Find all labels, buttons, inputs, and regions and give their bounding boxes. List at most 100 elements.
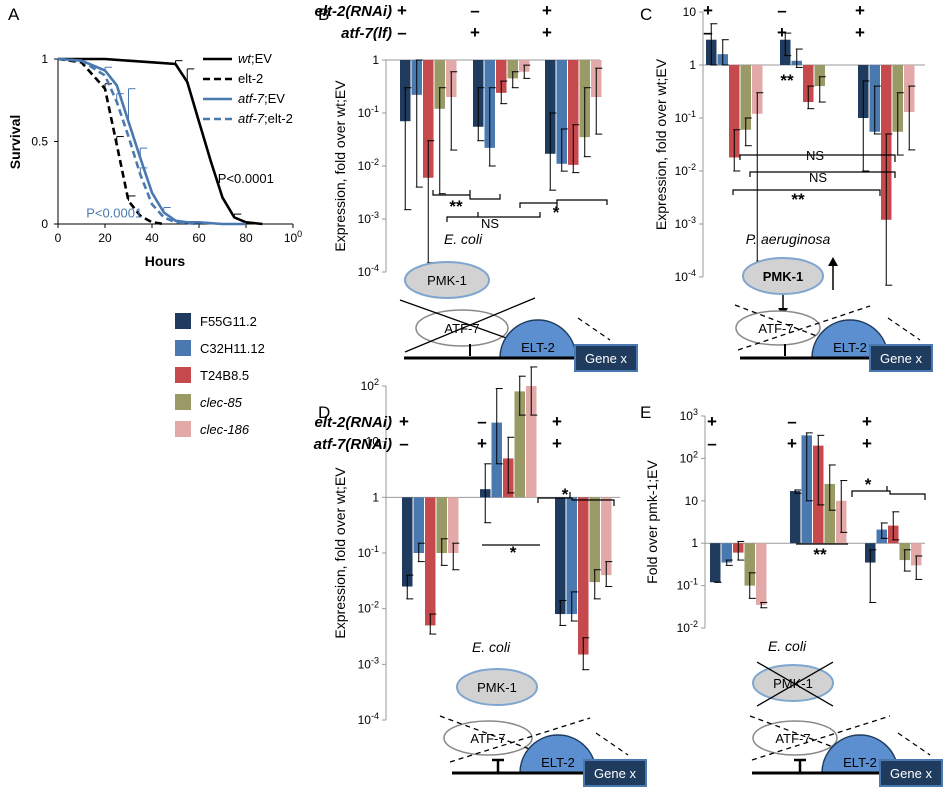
atf7-ellipse-c bbox=[735, 310, 821, 346]
panel-a-survival-chart: Survival Hours 0 20 40 60 80 100 0 0.5 1 wt;EV el… bbox=[7, 51, 302, 269]
y-tick-label: 10 bbox=[366, 435, 380, 449]
bar-clec-85 bbox=[824, 483, 835, 544]
panel-a-x-tick-label: 100 bbox=[284, 229, 302, 245]
gene-box-e bbox=[879, 759, 943, 787]
dashed-line-d bbox=[595, 732, 629, 756]
diagram-d: PMK-1 ATF-7 ELT-2 Gene x bbox=[439, 668, 647, 787]
significance-label: NS bbox=[806, 148, 824, 163]
condition-row-label-0: elt-2(RNAi) bbox=[315, 3, 393, 20]
gene-box-d bbox=[583, 759, 647, 787]
panel-a-x-tick-label: 80 bbox=[239, 231, 253, 245]
condition-row-label-0: elt-2(RNAi) bbox=[315, 414, 393, 431]
elt2-label-e: ELT-2 bbox=[843, 755, 877, 770]
condition-sign: – bbox=[477, 412, 486, 431]
panel-label-b: B bbox=[318, 5, 329, 24]
panel-a-x-tick-label: 60 bbox=[192, 231, 206, 245]
condition-sign: + bbox=[552, 412, 562, 431]
cross-line-e2 bbox=[756, 661, 834, 707]
elt2-label-c: ELT-2 bbox=[833, 340, 867, 355]
atf7-label-d: ATF-7 bbox=[470, 731, 505, 746]
bar-clec-186 bbox=[756, 543, 767, 605]
panel-label-e: E bbox=[640, 403, 651, 422]
atf7-ellipse-e bbox=[752, 720, 838, 756]
bar-F55G11.2 bbox=[710, 543, 721, 583]
gene-label-b: Gene x bbox=[585, 351, 627, 366]
significance-bracket bbox=[537, 492, 615, 506]
significance-label: * bbox=[865, 475, 872, 494]
condition-sign: + bbox=[862, 412, 872, 431]
bar-F55G11.2 bbox=[402, 497, 413, 587]
y-tick-label: 10-1 bbox=[358, 544, 379, 560]
condition-sign: – bbox=[399, 434, 408, 453]
gene-label-e: Gene x bbox=[890, 766, 932, 781]
significance-bracket bbox=[519, 199, 608, 208]
legend-label-2: atf-7;EV bbox=[238, 91, 285, 106]
panel-a-series bbox=[57, 57, 263, 226]
legend-label-clec-85: clec-85 bbox=[200, 395, 243, 410]
panel-a-y-tick-label: 1 bbox=[41, 52, 48, 66]
y-tick-label: 10-1 bbox=[675, 109, 696, 125]
pmk1-ellipse-c bbox=[742, 257, 824, 295]
dashed-line-e bbox=[897, 732, 931, 756]
legend-swatch-F55G11.2 bbox=[175, 313, 191, 329]
y-tick-label: 1 bbox=[372, 490, 379, 504]
bar-T24B8.5 bbox=[578, 497, 589, 655]
bar-C32H11.12 bbox=[556, 60, 567, 164]
panel-b-condition-note: E. coli bbox=[444, 231, 483, 247]
y-tick-label: 10-2 bbox=[358, 600, 379, 616]
significance-label: NS bbox=[481, 216, 499, 231]
bar-clec-186 bbox=[448, 497, 459, 553]
elt2-label-b: ELT-2 bbox=[521, 340, 555, 355]
legend-label-C32H11.12: C32H11.12 bbox=[200, 341, 265, 356]
cross-line-d1 bbox=[439, 715, 601, 776]
diagram-c: PMK-1 ATF-7 ELT-2 Gene x bbox=[734, 257, 933, 372]
condition-sign: + bbox=[862, 434, 872, 453]
significance-label: ** bbox=[813, 545, 827, 564]
bar-clec-186 bbox=[752, 65, 763, 114]
condition-sign: + bbox=[707, 412, 717, 431]
gene-legend: F55G11.2 C32H11.12 T24B8.5 clec-85 clec-186 bbox=[175, 313, 265, 437]
legend-label-clec-186: clec-186 bbox=[200, 422, 250, 437]
bar-clec-85 bbox=[740, 65, 751, 130]
panel-d-bar-chart: 102 10 1 10-1 10-2 10-3 10-4 Expression, fold o… bbox=[314, 366, 620, 727]
bar-F55G11.2 bbox=[545, 60, 556, 154]
condition-sign: – bbox=[703, 23, 712, 42]
legend-label-0: wt;EV bbox=[238, 51, 272, 66]
gene-label-d: Gene x bbox=[594, 766, 636, 781]
legend-label-F55G11.2: F55G11.2 bbox=[200, 314, 257, 329]
panel-c-ylabel: Expression, fold over wt;EV bbox=[653, 58, 669, 230]
elt2-label-d: ELT-2 bbox=[541, 755, 575, 770]
significance-label: NS bbox=[809, 170, 827, 185]
bar-T24B8.5 bbox=[568, 60, 579, 165]
pmk1-ellipse-b bbox=[404, 261, 490, 299]
condition-sign: + bbox=[855, 23, 865, 42]
panel-b-ylabel: Expression, fold over wt;EV bbox=[332, 80, 348, 252]
bar-clec-85 bbox=[744, 543, 755, 586]
y-tick-label: 1 bbox=[691, 536, 698, 550]
y-tick-label: 10-4 bbox=[358, 263, 379, 279]
significance-label: ** bbox=[449, 197, 463, 216]
bar-clec-85 bbox=[514, 391, 525, 498]
significance-label: * bbox=[562, 485, 569, 504]
legend-label-T24B8.5: T24B8.5 bbox=[200, 368, 249, 383]
panel-label-c: C bbox=[640, 5, 652, 24]
condition-sign: + bbox=[542, 1, 552, 20]
bar-clec-85 bbox=[814, 65, 825, 87]
y-tick-label: 10-4 bbox=[358, 711, 379, 727]
y-tick-label: 102 bbox=[361, 377, 379, 393]
condition-row-label-1: atf-7(lf) bbox=[341, 25, 392, 42]
bar-clec-186 bbox=[601, 497, 612, 576]
significance-bracket bbox=[851, 486, 926, 500]
significance-bracket bbox=[732, 189, 881, 196]
condition-sign: – bbox=[397, 23, 406, 42]
gene-box-c bbox=[869, 344, 933, 372]
panel-c-bar-chart: 10 1 10-1 10-2 10-3 10-4 Expression, fold over… bbox=[653, 1, 925, 286]
legend-swatch-T24B8.5 bbox=[175, 367, 191, 383]
survival-line-3 bbox=[57, 57, 200, 226]
condition-sign: + bbox=[855, 1, 865, 20]
condition-sign: + bbox=[470, 23, 480, 42]
survival-line-0 bbox=[58, 57, 263, 226]
panel-e-ylabel: Fold over pmk-1;EV bbox=[644, 459, 660, 583]
bar-clec-186 bbox=[911, 543, 922, 566]
